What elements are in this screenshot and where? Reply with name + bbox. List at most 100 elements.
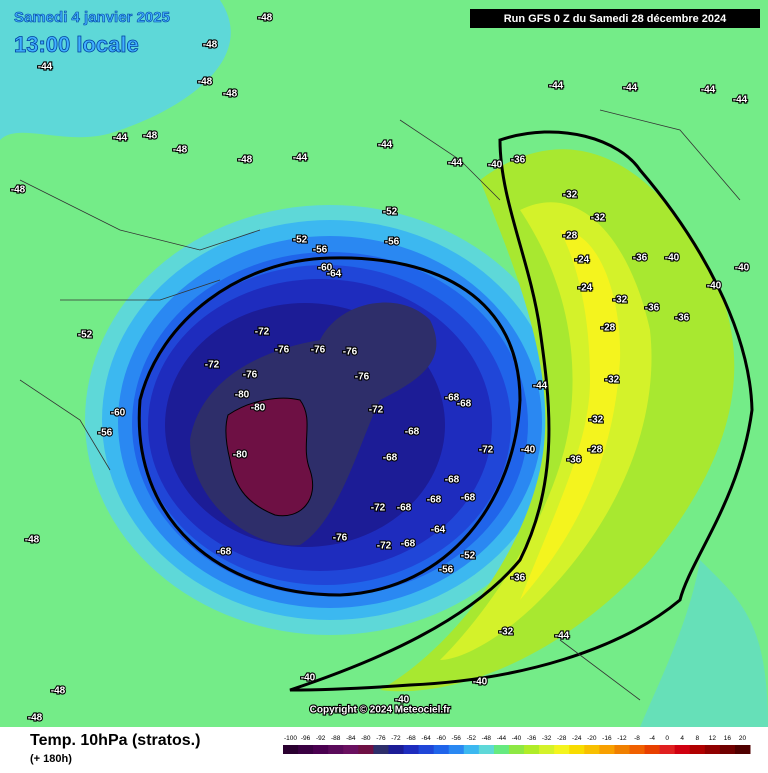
colorbar-label: -76 bbox=[376, 735, 386, 742]
cold-region bbox=[0, 0, 231, 140]
contour-label: -44 bbox=[113, 133, 128, 144]
contour-label: -76 bbox=[343, 347, 358, 358]
colorbar-swatch bbox=[734, 745, 751, 754]
run-info: Run GFS 0 Z du Samedi 28 décembre 2024 bbox=[504, 13, 727, 25]
colorbar-label: -52 bbox=[467, 735, 477, 742]
contour-label: -72 bbox=[205, 360, 220, 371]
contour-label: -64 bbox=[327, 269, 342, 280]
colorbar-swatch bbox=[569, 745, 585, 754]
contour-label: -44 bbox=[623, 83, 638, 94]
colorbar-swatch bbox=[599, 745, 615, 754]
colorbar-swatch bbox=[524, 745, 540, 754]
contour-label: -36 bbox=[645, 303, 660, 314]
contour-label: -76 bbox=[243, 370, 258, 381]
colorbar-swatch bbox=[328, 745, 344, 754]
contour-label: -80 bbox=[235, 390, 250, 401]
contour-label: -36 bbox=[675, 313, 690, 324]
contour-label: -28 bbox=[588, 445, 603, 456]
contour-label: -36 bbox=[633, 253, 648, 264]
contour-label: -68 bbox=[405, 427, 420, 438]
vortex-core bbox=[225, 397, 314, 517]
colorbar-label: -44 bbox=[497, 735, 507, 742]
contour-label: -52 bbox=[78, 330, 93, 341]
colorbar-swatch bbox=[283, 745, 299, 754]
colorbar-label: -84 bbox=[346, 735, 356, 742]
contour-label: -72 bbox=[371, 503, 386, 514]
contour-label: -40 bbox=[301, 673, 316, 684]
footer-title: Temp. 10hPa (stratos.) bbox=[30, 732, 200, 749]
colorbar-swatch bbox=[463, 745, 480, 754]
colorbar-label: 8 bbox=[695, 735, 699, 742]
contour-label: -76 bbox=[355, 372, 370, 383]
run-box bbox=[470, 9, 760, 28]
colorbar-label: -64 bbox=[421, 735, 431, 742]
contour-label: -48 bbox=[11, 185, 26, 196]
colorbar-swatch bbox=[554, 745, 570, 754]
colorbar-swatch bbox=[433, 745, 450, 754]
contour-label: -52 bbox=[383, 207, 398, 218]
colorbar-label: -100 bbox=[284, 735, 297, 742]
colorbar-label: -92 bbox=[316, 735, 326, 742]
colorbar-swatch bbox=[674, 745, 691, 754]
colorbar-swatch bbox=[614, 745, 630, 754]
contour-label: -28 bbox=[563, 231, 578, 242]
date: Samedi 4 janvier 2025 bbox=[14, 9, 170, 26]
contour-label: -48 bbox=[173, 145, 188, 156]
colorbar-label: -88 bbox=[331, 735, 341, 742]
contour-label: -68 bbox=[383, 453, 398, 464]
colorbar-label: -48 bbox=[482, 735, 492, 742]
contour-label: -40 bbox=[735, 263, 750, 274]
contour-label: -28 bbox=[601, 323, 616, 334]
contour-label: -68 bbox=[427, 495, 442, 506]
contour-label: -80 bbox=[251, 403, 266, 414]
colorbar-label: -56 bbox=[452, 735, 462, 742]
colorbar-swatch bbox=[629, 745, 646, 754]
contour-label: -56 bbox=[439, 565, 454, 576]
contour-label: -68 bbox=[401, 539, 416, 550]
contour-label: -44 bbox=[701, 85, 716, 96]
contour-label: -44 bbox=[38, 62, 53, 73]
colorbar-label: 20 bbox=[739, 735, 747, 742]
contour-label: -32 bbox=[605, 375, 620, 386]
colorbar-label: -36 bbox=[527, 735, 537, 742]
colorbar-label: -12 bbox=[617, 735, 627, 742]
colorbar: -100 -96 -92 -88 -84 -80 -76 -72 -68 -64 -60 -56 -52… bbox=[283, 735, 751, 754]
colorbar-label: -8 bbox=[634, 735, 640, 742]
contour-label: -68 bbox=[457, 399, 472, 410]
colorbar-label: 12 bbox=[709, 735, 717, 742]
copyright: Copyright © 2024 Meteociel.fr bbox=[310, 705, 451, 716]
contour-label: -40 bbox=[395, 695, 410, 706]
contour-label: -76 bbox=[311, 345, 326, 356]
colorbar-swatch bbox=[689, 745, 706, 754]
contour-label: -40 bbox=[521, 445, 536, 456]
contour-label: -32 bbox=[563, 190, 578, 201]
contour-label: -36 bbox=[567, 455, 582, 466]
contour-label: -56 bbox=[313, 245, 328, 256]
time: 13:00 locale bbox=[14, 32, 139, 57]
contour-label: -40 bbox=[473, 677, 488, 688]
contour-label: -40 bbox=[488, 160, 503, 171]
contour-label: -72 bbox=[479, 445, 494, 456]
contour-label: -24 bbox=[578, 283, 593, 294]
colorbar-swatch bbox=[448, 745, 465, 754]
colorbar-swatch bbox=[313, 745, 329, 754]
contour-label: -68 bbox=[445, 393, 460, 404]
colorbar-swatch bbox=[493, 745, 510, 754]
contour-label: -68 bbox=[397, 503, 412, 514]
colorbar-swatch bbox=[644, 745, 661, 754]
colorbar-swatch bbox=[403, 745, 420, 754]
colorbar-label: -16 bbox=[602, 735, 612, 742]
colorbar-swatch bbox=[418, 745, 435, 754]
contour-label: -44 bbox=[733, 95, 748, 106]
contour-label: -72 bbox=[377, 541, 392, 552]
contour-label: -60 bbox=[111, 408, 126, 419]
colorbar-swatch bbox=[373, 745, 389, 754]
colorbar-swatch bbox=[388, 745, 405, 754]
contour-label: -32 bbox=[499, 627, 514, 638]
colorbar-swatch bbox=[358, 745, 374, 754]
colorbar-label: -80 bbox=[361, 735, 371, 742]
contour-label: -40 bbox=[707, 281, 722, 292]
colorbar-swatch bbox=[719, 745, 736, 754]
contour-label: -72 bbox=[369, 405, 384, 416]
